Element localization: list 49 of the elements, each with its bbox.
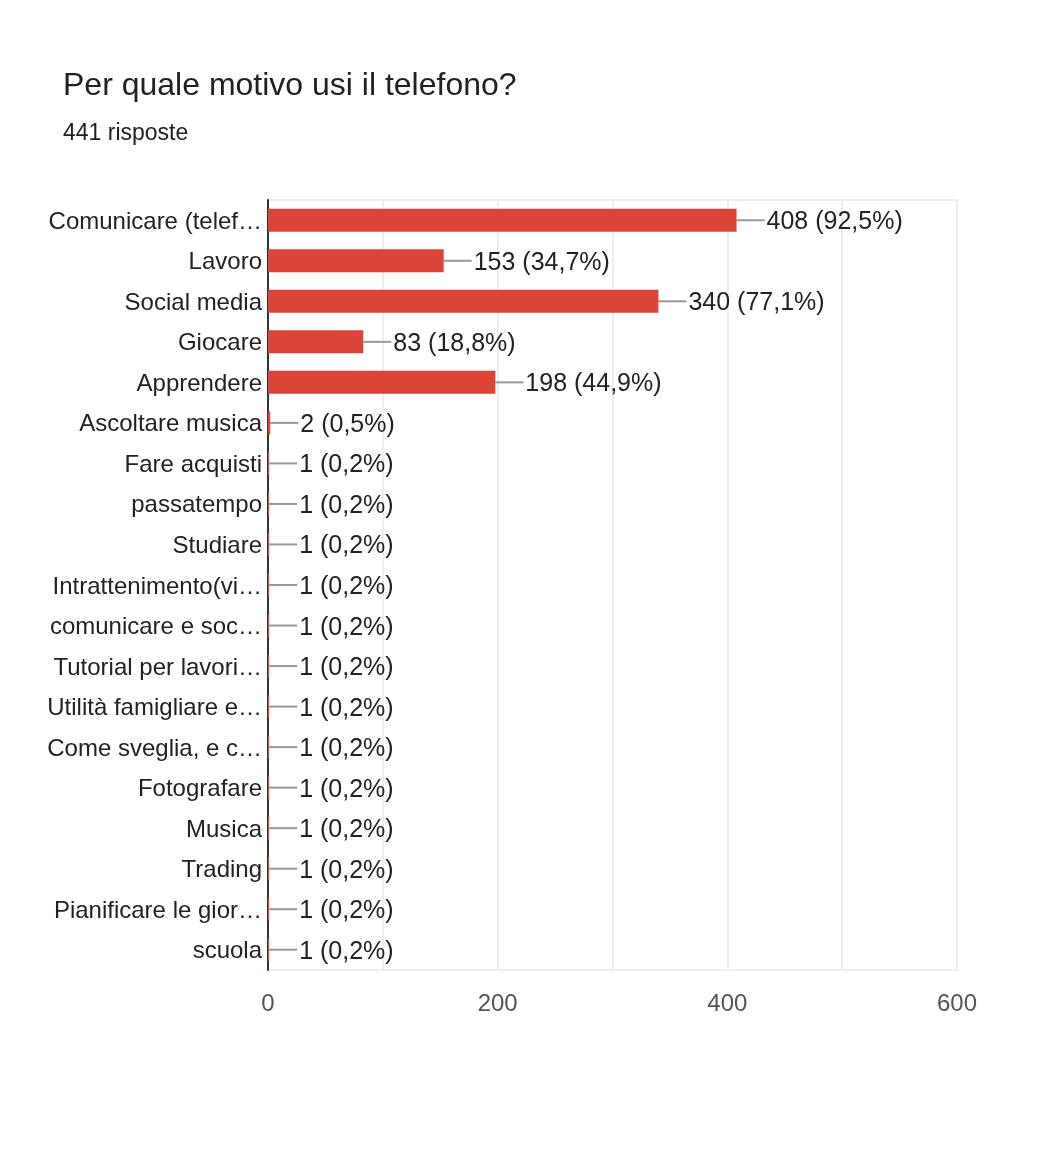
bar (268, 370, 496, 394)
data-label: 1 (0,2%) (299, 814, 394, 843)
y-tick-label: Fotografare (137, 774, 262, 802)
y-tick-label: Giocare (177, 328, 262, 356)
data-label: 340 (77,1%) (688, 287, 825, 316)
data-label: 1 (0,2%) (299, 449, 394, 478)
chart-title: Per quale motivo usi il telefono? (63, 66, 517, 102)
data-label: 1 (0,2%) (299, 652, 394, 681)
y-tick-label: Intrattenimento(vi… (52, 571, 262, 599)
y-tick-label: comunicare e soc… (49, 612, 262, 640)
y-tick-label: Comunicare (telef… (48, 206, 262, 234)
y-tick-label: Apprendere (136, 368, 262, 396)
data-label: 198 (44,9%) (525, 368, 662, 397)
y-tick-label: Fare acquisti (124, 449, 262, 477)
y-tick-label: Pianificare le gior… (53, 895, 262, 923)
y-tick-label: Ascoltare musica (79, 409, 263, 437)
y-tick-label: Studiare (172, 530, 262, 558)
data-label: 2 (0,5%) (300, 408, 395, 437)
data-label: 1 (0,2%) (299, 854, 394, 883)
y-tick-label: Musica (185, 814, 263, 842)
x-tick-label: 400 (707, 988, 748, 1016)
data-label: 1 (0,2%) (299, 773, 394, 802)
chart-subtitle: 441 risposte (63, 118, 189, 145)
x-tick-label: 200 (477, 988, 518, 1016)
data-label: 1 (0,2%) (299, 733, 394, 762)
data-label: 83 (18,8%) (393, 327, 516, 356)
y-tick-label: Trading (181, 855, 262, 883)
y-tick-label: Tutorial per lavori… (53, 652, 262, 680)
bar (268, 330, 364, 354)
bar (268, 289, 659, 313)
y-tick-label: scuola (192, 936, 263, 964)
data-label: 153 (34,7%) (473, 246, 610, 275)
data-label: 1 (0,2%) (299, 895, 394, 924)
data-label: 1 (0,2%) (299, 611, 394, 640)
data-label: 1 (0,2%) (299, 692, 394, 721)
data-label: 1 (0,2%) (299, 530, 394, 559)
data-label: 1 (0,2%) (299, 571, 394, 599)
y-tick-label: Lavoro (188, 247, 262, 275)
y-tick-label: passatempo (131, 490, 262, 518)
data-label: 1 (0,2%) (299, 935, 394, 964)
bar (268, 208, 737, 232)
bar (268, 249, 444, 273)
x-tick-label: 0 (261, 988, 275, 1016)
y-tick-label: Come sveglia, e c… (47, 733, 262, 761)
data-label: 1 (0,2%) (299, 489, 394, 518)
x-tick-label: 600 (936, 988, 978, 1016)
y-tick-label: Utilità famigliare e… (47, 693, 262, 721)
y-tick-label: Social media (124, 287, 263, 315)
data-label: 408 (92,5%) (766, 206, 903, 235)
